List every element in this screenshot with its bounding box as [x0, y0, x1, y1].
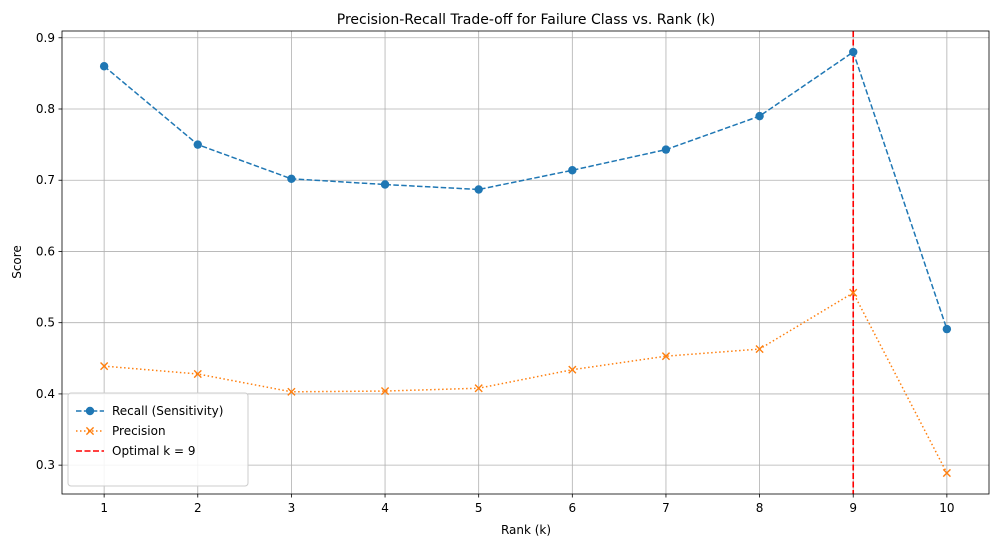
data-point [755, 344, 764, 354]
data-point [849, 288, 858, 297]
data-point [99, 62, 109, 71]
data-point [568, 166, 577, 175]
series-group [99, 47, 952, 478]
data-point [287, 174, 296, 184]
chart-title: Precision-Recall Trade-off for Failure C… [337, 12, 715, 28]
data-point [380, 180, 390, 189]
legend-entry: Recall (Sensitivity) [76, 404, 223, 418]
y-tick-label: 0.6 [36, 244, 55, 258]
x-tick-label: 4 [381, 501, 389, 515]
x-tick-label: 5 [475, 501, 483, 515]
data-point [193, 140, 202, 149]
data-point [942, 324, 952, 334]
y-tick-label: 0.8 [36, 102, 55, 116]
y-axis-label: Score [10, 245, 24, 279]
plot-frame [61, 30, 990, 495]
x-tick-label: 2 [194, 501, 202, 515]
legend-label: Precision [112, 424, 166, 438]
legend-marker [85, 406, 95, 416]
series-recall [99, 47, 952, 334]
data-point [942, 468, 951, 478]
data-point [568, 365, 577, 374]
legend-entry: Optimal k = 9 [76, 444, 196, 458]
x-tick-label: 9 [849, 501, 857, 515]
x-tick-label: 10 [939, 501, 954, 515]
y-axis: 0.3 0.4 0.5 0.6 0.7 0.8 0.9 [36, 31, 62, 472]
data-point [755, 111, 764, 121]
legend-label: Recall (Sensitivity) [112, 404, 223, 418]
data-point [661, 145, 671, 154]
x-tick-label: 6 [568, 501, 576, 515]
data-point [474, 185, 483, 194]
x-tick-label: 7 [662, 501, 670, 515]
legend-box [67, 392, 249, 487]
data-point [849, 47, 858, 57]
data-point [287, 387, 296, 396]
y-tick-label: 0.7 [36, 173, 55, 187]
y-tick-label: 0.9 [36, 31, 55, 45]
legend-label: Optimal k = 9 [112, 444, 196, 458]
data-point [193, 369, 202, 379]
legend-entry: Precision [76, 424, 166, 438]
x-tick-label: 1 [100, 501, 108, 515]
y-tick-label: 0.3 [36, 458, 55, 472]
x-tick-label: 8 [756, 501, 764, 515]
y-tick-label: 0.5 [36, 316, 55, 330]
legend-marker [85, 426, 95, 436]
x-tick-label: 3 [288, 501, 296, 515]
y-tick-label: 0.4 [36, 387, 55, 401]
data-point [100, 362, 109, 371]
series-precision [100, 288, 951, 478]
x-axis-label: Rank (k) [501, 523, 551, 537]
series-line [104, 291, 948, 474]
x-axis: 1 2 3 4 5 6 7 8 9 10 [100, 494, 955, 515]
data-point [380, 386, 390, 396]
data-point [661, 352, 671, 361]
data-point [474, 384, 483, 393]
legend: Recall (Sensitivity) Precision Optimal k =… [67, 392, 249, 487]
